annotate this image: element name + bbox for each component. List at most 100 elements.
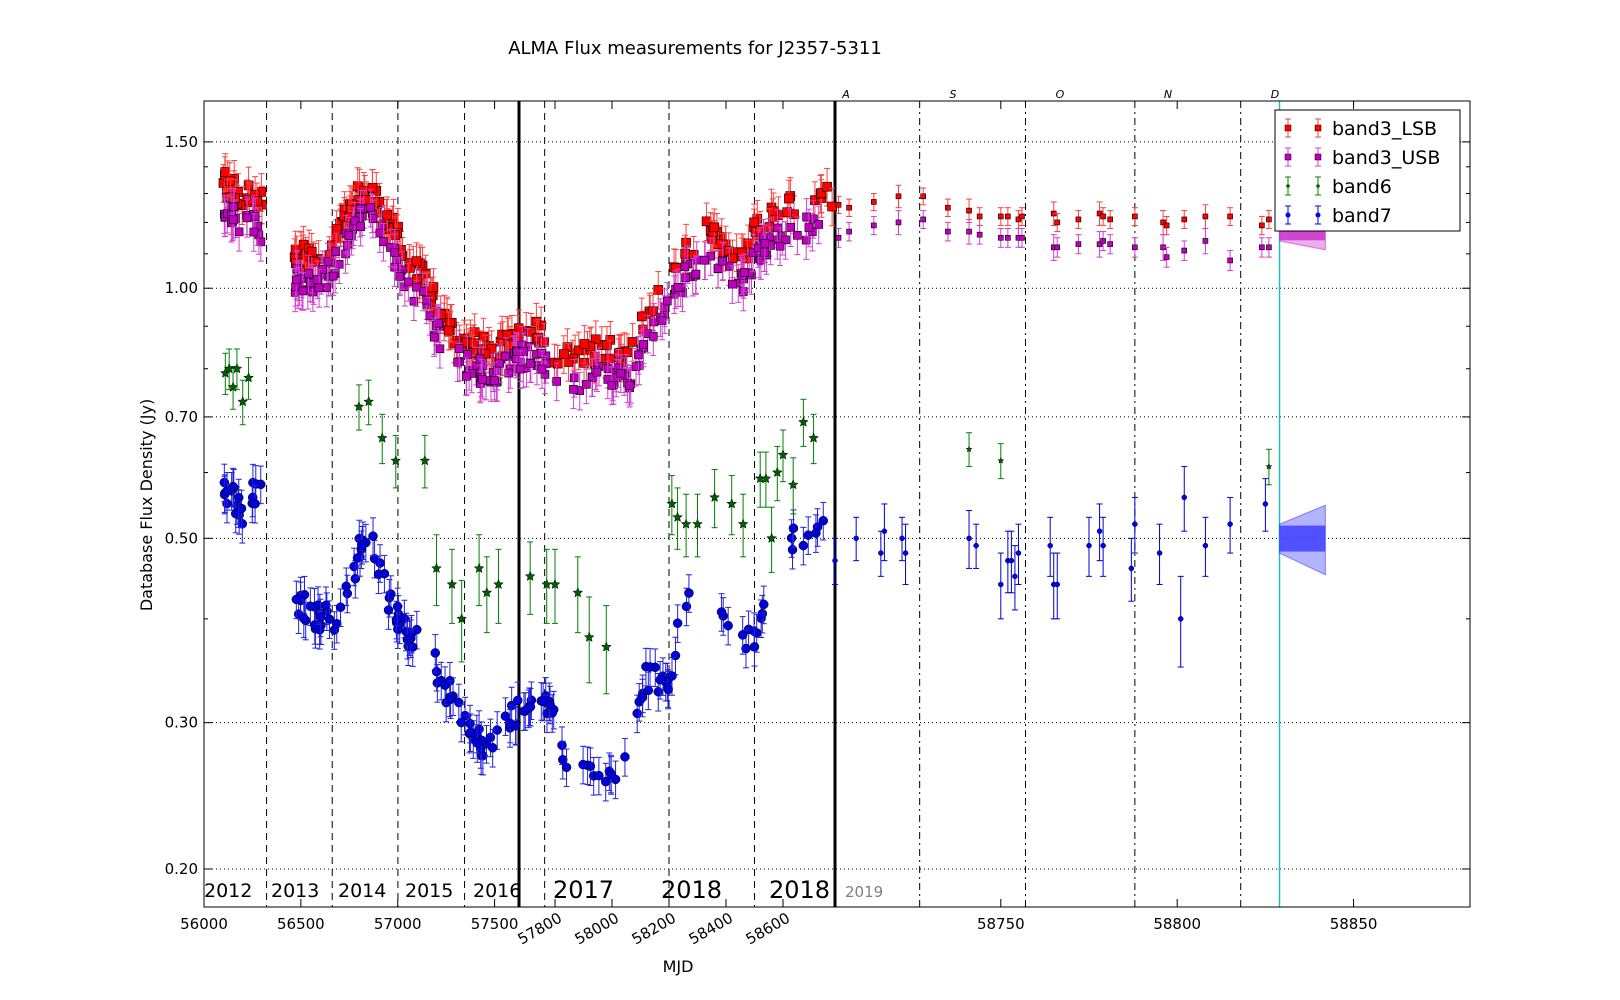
band3_USB-point <box>495 358 504 368</box>
band3_LSB-point <box>367 182 378 193</box>
band3_USB-point <box>234 227 244 237</box>
band3_USB-point <box>511 354 521 363</box>
band7-point <box>350 573 361 584</box>
plot-frame <box>203 100 1471 908</box>
band7-point <box>902 550 909 556</box>
band3_USB-point <box>429 332 439 342</box>
band3_USB-point <box>920 216 926 223</box>
band7-point <box>1100 542 1106 549</box>
x-tick-label: 58800 <box>1153 915 1201 933</box>
band7-point <box>291 594 302 605</box>
band3_LSB-point <box>1132 213 1138 220</box>
band3_USB-point <box>713 264 723 273</box>
legend-label: band3_LSB <box>1332 118 1437 140</box>
band7-point <box>465 718 475 729</box>
band7-point <box>818 515 829 526</box>
band7-point <box>667 671 677 681</box>
band3_LSB-point <box>468 338 479 348</box>
x-tick-label: 58200 <box>629 909 679 948</box>
band7-point <box>456 717 466 728</box>
band3_USB-point <box>1054 244 1061 251</box>
band7-point <box>681 601 692 612</box>
band3_USB-point <box>691 269 701 279</box>
band3_USB-point <box>552 377 561 386</box>
band3_LSB-point <box>443 325 454 336</box>
segment-labels: 2012 2013 2014 2015 2016 2017 2018 2018 2019 <box>204 876 883 904</box>
month-label: O <box>1056 88 1065 101</box>
x-axis-label: MJD <box>663 957 694 976</box>
band7-point <box>321 600 331 611</box>
band3_USB-point <box>390 248 400 257</box>
band7-point <box>1227 521 1233 527</box>
band7-point <box>672 618 683 628</box>
band3_LSB-point <box>681 237 691 248</box>
band3_USB-point <box>314 283 324 293</box>
band6-point <box>390 455 402 466</box>
band7-point <box>408 642 418 652</box>
x-tick-label: 58850 <box>1330 915 1378 933</box>
band3_LSB-point <box>1202 213 1209 220</box>
band3_LSB-point <box>1005 213 1011 220</box>
band7-point <box>786 533 797 543</box>
band7-point <box>1096 528 1103 534</box>
band3_USB-point <box>1096 241 1103 247</box>
band7-point <box>798 540 809 551</box>
band7-point <box>352 553 363 563</box>
band3_USB-point <box>435 344 445 354</box>
band3_USB-point <box>739 268 749 277</box>
band7-point <box>315 612 326 623</box>
band3_LSB-point <box>602 340 612 350</box>
band3_USB-point <box>461 371 471 381</box>
legend-box <box>1274 109 1461 232</box>
band7-point <box>233 492 244 503</box>
band3_USB-point <box>781 235 790 245</box>
legend-marker <box>1314 124 1322 132</box>
band7-point <box>1262 501 1269 507</box>
band7-point <box>373 569 384 580</box>
band7-point <box>512 695 523 706</box>
legend-marker <box>1285 212 1291 218</box>
band3_LSB-point <box>709 222 720 233</box>
band3_LSB-point <box>1160 219 1166 226</box>
band7-point <box>313 600 323 610</box>
x-tick-label: 58400 <box>686 909 736 948</box>
band3_USB-point <box>1100 238 1106 244</box>
band7-point <box>375 558 385 568</box>
band7-point <box>606 770 616 780</box>
month-label: S <box>950 88 957 101</box>
band3_USB-point <box>412 282 421 292</box>
band7-point <box>430 648 441 658</box>
band3_LSB-point <box>591 334 601 345</box>
band6-point <box>353 401 365 412</box>
x-tick-label: 57500 <box>471 915 519 933</box>
band7-point <box>538 696 548 707</box>
band3_LSB-point <box>846 204 852 211</box>
band3_USB-point <box>323 257 333 266</box>
band7-point <box>788 523 799 533</box>
band3_LSB-point <box>526 326 536 337</box>
band7-point <box>472 738 483 748</box>
band7-point <box>505 718 515 729</box>
band7-point <box>620 752 630 762</box>
band3_USB-point <box>846 228 852 235</box>
band3_USB-point <box>804 223 814 232</box>
band3_USB-point <box>793 230 802 240</box>
band7-point <box>594 770 604 781</box>
band7-point <box>759 599 769 610</box>
band3_USB-point <box>631 362 641 371</box>
band3_LSB-point <box>1259 222 1265 229</box>
band3_LSB-point <box>1100 213 1106 220</box>
band7-point <box>723 620 733 631</box>
band7-point <box>811 528 821 538</box>
band7-point <box>643 685 654 696</box>
band3_LSB-point <box>411 256 422 266</box>
band6-point <box>549 578 561 590</box>
band3_USB-point <box>802 212 811 222</box>
band6-point <box>672 511 683 522</box>
band6-point <box>680 518 692 529</box>
band3_LSB-point <box>782 207 793 217</box>
band6-point <box>524 570 536 581</box>
band7-point <box>645 662 655 672</box>
band7-point <box>1177 616 1184 622</box>
